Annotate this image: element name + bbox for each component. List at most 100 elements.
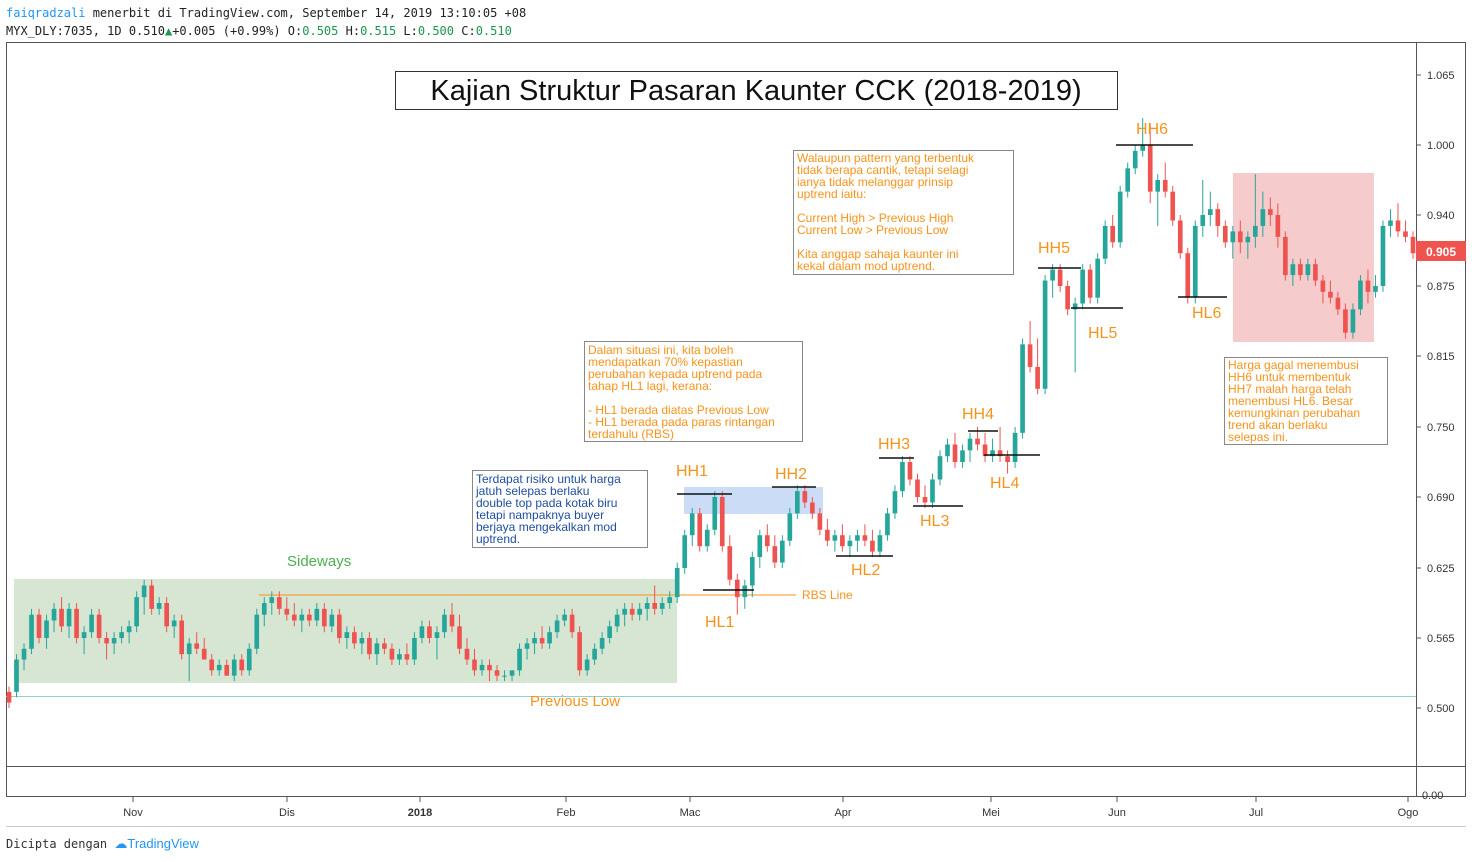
lower-pane-tick: 0.00 — [1422, 790, 1443, 802]
note-line: tahap HL1 lagi, kerana: — [588, 379, 712, 393]
candle-body — [562, 614, 567, 621]
note-blue-text: Terdapat risiko untuk harga jatuh selepas… — [475, 472, 621, 546]
candle-body — [1245, 236, 1251, 243]
candle-body — [1320, 280, 1326, 292]
double-top-zone — [684, 487, 823, 514]
candle-body — [74, 608, 79, 638]
note-line: HH7 malah harga telah — [1228, 382, 1351, 396]
candle-body — [134, 597, 139, 627]
candle-body — [111, 638, 117, 644]
candle-body — [464, 648, 470, 660]
chart-title: Kajian Struktur Pasaran Kaunter CCK (201… — [430, 75, 1081, 107]
candle-body — [1140, 145, 1146, 151]
price-tick-label: 0.500 — [1427, 703, 1455, 715]
candle-body — [66, 608, 72, 627]
candle-body — [1373, 286, 1378, 292]
candle-body — [1147, 145, 1153, 192]
change-value: +0.005 (+0.99%) — [172, 24, 281, 38]
candle-body — [1305, 264, 1311, 276]
note-line: uptrend. — [476, 532, 520, 546]
candle-body — [487, 664, 492, 671]
hl1-label: HL1 — [705, 614, 734, 631]
candle-body — [442, 614, 447, 633]
note-line: Dalam situasi ini, kita boleh — [588, 343, 733, 357]
price-axis[interactable]: 1.065 1.000 0.940 0.875 0.815 0.750 0.690 0.625… — [1416, 70, 1455, 715]
candle-body — [149, 585, 154, 609]
time-tick-label: 2018 — [408, 807, 432, 819]
candle-body — [772, 546, 778, 563]
tradingview-logo-icon[interactable]: ☁ — [114, 836, 128, 851]
candle-body — [825, 529, 830, 541]
candle-body — [1117, 191, 1123, 243]
sideways-label: Sideways — [287, 553, 351, 570]
candle-body — [434, 632, 440, 638]
candle-body — [44, 620, 49, 638]
up-arrow-icon: ▲ — [164, 24, 173, 38]
note-line: Current Low > Previous Low — [797, 223, 948, 237]
candle-body — [689, 513, 695, 536]
candle-body — [1298, 264, 1303, 276]
time-tick-label: Ogo — [1398, 807, 1419, 819]
candle-body — [1230, 231, 1236, 243]
candle-body — [569, 614, 575, 633]
candle-body — [344, 632, 350, 638]
candle-body — [539, 638, 545, 644]
candle-body — [1253, 225, 1258, 237]
tradingview-brand[interactable]: TradingView — [127, 836, 199, 851]
candle-body — [322, 608, 327, 627]
hh1-label: HH1 — [676, 463, 708, 480]
candle-body — [937, 456, 943, 480]
candle-body — [832, 535, 838, 541]
time-axis[interactable]: Nov Dis 2018 Feb Mac Apr Mei Jun Jul Ogo — [123, 797, 1418, 819]
author-link[interactable]: faiqradzali — [6, 6, 86, 20]
candle-body — [704, 529, 710, 547]
candle-body — [659, 603, 665, 609]
candle-body — [1275, 215, 1281, 237]
candle-body — [1350, 309, 1356, 333]
hl5-label: HL5 — [1088, 325, 1117, 342]
note-line: ianya tidak melanggar prinsip — [797, 175, 953, 189]
price-tick-label: 1.065 — [1427, 70, 1455, 82]
candle-body — [216, 664, 222, 671]
price-tick-label: 1.000 — [1427, 140, 1455, 152]
note-line: Harga gagal menembusi — [1228, 358, 1359, 372]
candle-body — [1087, 269, 1093, 298]
candle-body — [269, 597, 275, 603]
candle-body — [1080, 269, 1085, 304]
note-line: Current High > Previous High — [797, 211, 953, 225]
note-right-box — [1224, 357, 1388, 445]
hh6-label: HH6 — [1136, 121, 1168, 138]
candle-body — [1125, 168, 1131, 192]
candle-body — [584, 659, 590, 671]
candle-body — [1268, 209, 1273, 215]
candle-body — [359, 638, 365, 644]
candle-body — [1207, 209, 1213, 215]
candle-body — [817, 513, 823, 530]
candle-body — [239, 659, 245, 671]
candle-body — [787, 513, 793, 541]
symbol-label: MYX_DLY:7035, 1D — [6, 24, 122, 38]
candle-body — [674, 568, 680, 598]
candle-body — [209, 659, 215, 671]
time-tick-label: Feb — [557, 807, 576, 819]
last-value: 0.510 — [128, 24, 165, 38]
note-line: menembusi HL6. Besar — [1228, 394, 1353, 408]
candle-body — [457, 626, 462, 649]
candle-body — [254, 614, 260, 649]
candle-body — [156, 603, 162, 609]
candle-body — [261, 603, 267, 615]
hl4-label: HL4 — [990, 475, 1019, 492]
price-tick-label: 0.940 — [1427, 210, 1455, 222]
candle-body — [1110, 225, 1116, 243]
publish-info: faiqradzali menerbit di TradingView.com,… — [6, 6, 526, 20]
candle-body — [712, 497, 718, 530]
note-line: terdahulu (RBS) — [588, 427, 674, 441]
candle-body — [517, 648, 522, 671]
candle-body — [960, 450, 965, 462]
candle-body — [757, 535, 763, 558]
note-line: jatuh selepas berlaku — [475, 484, 589, 498]
price-tick-label: 0.690 — [1427, 492, 1455, 504]
candle-body — [367, 638, 372, 655]
candle-body — [419, 626, 425, 638]
